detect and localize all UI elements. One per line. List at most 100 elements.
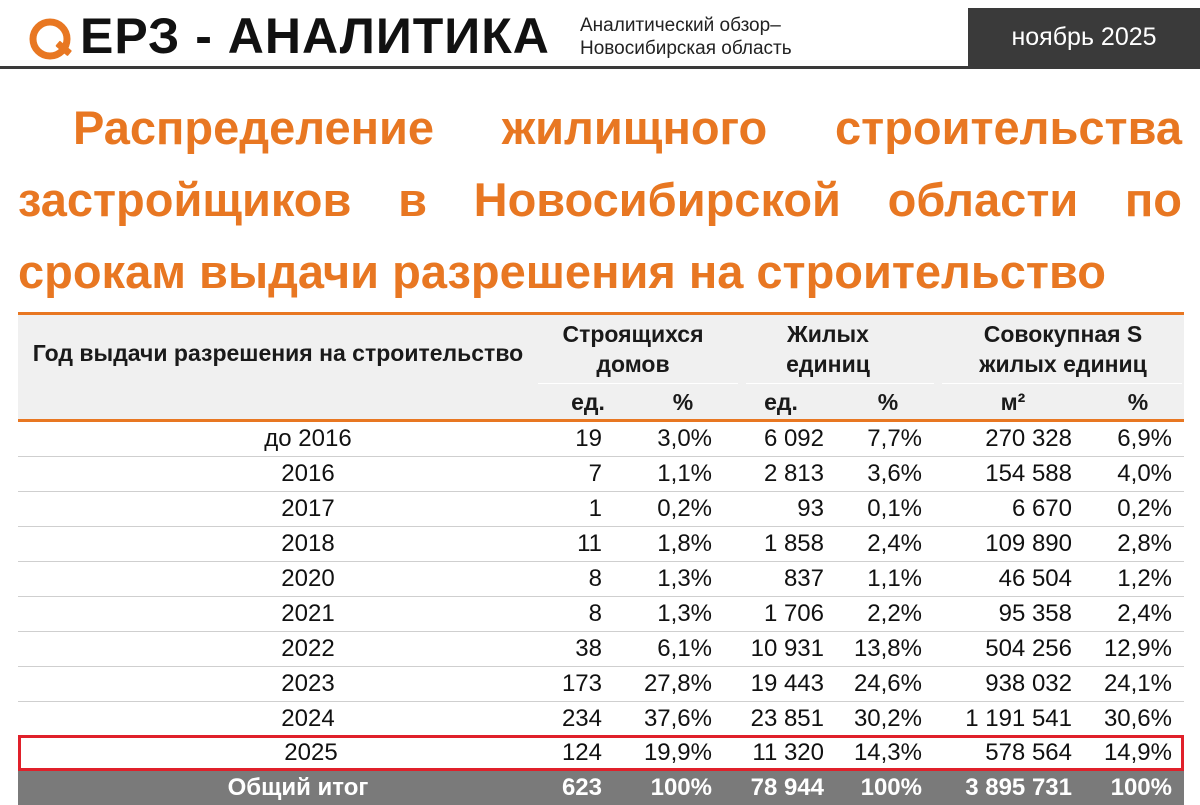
cell-year: 2020 xyxy=(281,565,335,592)
cell-houses-pct: 1,3% xyxy=(657,565,712,592)
cell-area: 270 328 xyxy=(985,425,1072,452)
cell-area-pct: 6,9% xyxy=(1117,425,1172,452)
cell-year: 2018 xyxy=(281,530,335,557)
cell-units-pct: 2,4% xyxy=(867,530,922,557)
title-word: жилищного xyxy=(501,101,768,154)
title-line-1: Распределение жилищного строительства xyxy=(18,92,1182,164)
cell-area-pct: 14,9% xyxy=(1103,739,1172,766)
subtitle-line-1: Аналитический обзор– xyxy=(580,15,781,36)
group-header-area: Совокупная S жилых единиц xyxy=(948,319,1178,383)
cell-area-pct: 30,6% xyxy=(1103,705,1172,732)
table-header: Год выдачи разрешения на строительство С… xyxy=(18,312,1184,422)
table-row: 2018 11 1,8% 1 858 2,4% 109 890 2,8% xyxy=(18,527,1184,562)
cell-units-pct: 2,2% xyxy=(867,600,922,627)
brand-name: ЕРЗ - АНАЛИТИКА xyxy=(80,8,550,64)
report-subtitle: Аналитический обзор– Новосибирская облас… xyxy=(580,14,792,60)
year-column-header: Год выдачи разрешения на строительство xyxy=(32,340,524,366)
cell-area: 504 256 xyxy=(985,635,1072,662)
cell-units: 10 931 xyxy=(750,635,824,662)
cell-area: 6 670 xyxy=(1011,495,1072,522)
cell-houses: 8 xyxy=(588,600,602,627)
total-houses: 623 xyxy=(561,774,602,801)
cell-year: 2016 xyxy=(281,460,335,487)
cell-year: 2021 xyxy=(281,600,335,627)
cell-year: 2024 xyxy=(281,705,335,732)
total-area-pct: 100% xyxy=(1110,774,1172,801)
group-header-line: Строящихся xyxy=(562,321,704,347)
cell-houses: 8 xyxy=(588,565,602,592)
total-houses-pct: 100% xyxy=(650,774,712,801)
title-word: застройщиков xyxy=(18,173,352,226)
cell-units: 23 851 xyxy=(750,705,824,732)
cell-houses-pct: 1,1% xyxy=(657,460,712,487)
cell-units: 837 xyxy=(783,565,824,592)
sub-header-houses-count: ед. xyxy=(571,389,605,415)
table-row: 2021 8 1,3% 1 706 2,2% 95 358 2,4% xyxy=(18,597,1184,632)
cell-area-pct: 4,0% xyxy=(1117,460,1172,487)
header-divider xyxy=(0,66,1200,69)
cell-houses: 11 xyxy=(577,530,602,557)
cell-area: 46 504 xyxy=(998,565,1072,592)
group-header-units: Жилых единиц xyxy=(748,319,908,383)
cell-units-pct: 3,6% xyxy=(867,460,922,487)
total-units-pct: 100% xyxy=(860,774,922,801)
cell-area: 109 890 xyxy=(985,530,1072,557)
group-header-line: Жилых xyxy=(787,321,869,347)
table-body: до 2016 19 3,0% 6 092 7,7% 270 328 6,9% 2016 7 1,… xyxy=(18,422,1184,771)
title-word: Новосибирской xyxy=(473,173,841,226)
cell-units: 1 858 xyxy=(763,530,824,557)
cell-units-pct: 1,1% xyxy=(867,565,922,592)
table-row: 2020 8 1,3% 837 1,1% 46 504 1,2% xyxy=(18,562,1184,597)
cell-houses-pct: 37,6% xyxy=(643,705,712,732)
cell-houses-pct: 1,8% xyxy=(657,530,712,557)
title-line-3: срокам выдачи разрешения на строительств… xyxy=(18,236,1182,308)
cell-area-pct: 0,2% xyxy=(1117,495,1172,522)
group-header-line: домов xyxy=(596,351,670,377)
cell-units-pct: 14,3% xyxy=(853,739,922,766)
title-word: в xyxy=(398,173,427,226)
cell-houses-pct: 3,0% xyxy=(657,425,712,452)
cell-units: 6 092 xyxy=(763,425,824,452)
title-line-2: застройщиков в Новосибирской области по xyxy=(18,164,1182,236)
cell-units: 1 706 xyxy=(763,600,824,627)
table-total-row: Общий итог 623 100% 78 944 100% 3 895 73… xyxy=(18,771,1184,805)
group-header-houses: Строящихся домов xyxy=(538,319,728,383)
sub-header-houses-pct: % xyxy=(672,389,694,415)
cell-area-pct: 2,8% xyxy=(1117,530,1172,557)
cell-units: 11 320 xyxy=(752,739,824,766)
cell-units: 93 xyxy=(797,495,824,522)
cell-year: 2022 xyxy=(281,635,335,662)
group-divider xyxy=(746,383,934,384)
table-row: 2016 7 1,1% 2 813 3,6% 154 588 4,0% xyxy=(18,457,1184,492)
subtitle-line-2: Новосибирская область xyxy=(580,38,792,59)
sub-header-area-m2: м² xyxy=(1000,389,1026,415)
group-header-line: жилых единиц xyxy=(979,351,1147,377)
report-header: ЕРЗ - АНАЛИТИКА Аналитический обзор– Нов… xyxy=(0,0,1200,69)
total-label: Общий итог xyxy=(227,774,369,801)
cell-area: 95 358 xyxy=(998,600,1072,627)
cell-units: 2 813 xyxy=(763,460,824,487)
cell-area-pct: 2,4% xyxy=(1117,600,1172,627)
total-units: 78 944 xyxy=(750,774,824,801)
table-row: 2017 1 0,2% 93 0,1% 6 670 0,2% xyxy=(18,492,1184,527)
cell-units: 19 443 xyxy=(750,670,824,697)
cell-houses: 1 xyxy=(588,495,602,522)
table-row: 2023 173 27,8% 19 443 24,6% 938 032 24,1% xyxy=(18,667,1184,702)
title-word: области xyxy=(887,173,1079,226)
table-row-highlighted: 2025 124 19,9% 11 320 14,3% 578 564 14,9% xyxy=(18,735,1184,771)
table-row: до 2016 19 3,0% 6 092 7,7% 270 328 6,9% xyxy=(18,422,1184,457)
cell-houses-pct: 6,1% xyxy=(657,635,712,662)
cell-area-pct: 12,9% xyxy=(1103,635,1172,662)
cell-year: 2017 xyxy=(281,495,335,522)
title-word: Распределение xyxy=(73,101,435,154)
total-area: 3 895 731 xyxy=(965,774,1072,801)
q-logo-icon xyxy=(29,18,72,60)
cell-houses: 7 xyxy=(588,460,602,487)
cell-houses: 124 xyxy=(561,739,602,766)
cell-year: 2025 xyxy=(284,739,338,766)
report-date: ноябрь 2025 xyxy=(968,8,1200,66)
cell-units-pct: 24,6% xyxy=(853,670,922,697)
cell-area-pct: 1,2% xyxy=(1117,565,1172,592)
cell-houses: 173 xyxy=(561,670,602,697)
cell-houses-pct: 19,9% xyxy=(643,739,712,766)
